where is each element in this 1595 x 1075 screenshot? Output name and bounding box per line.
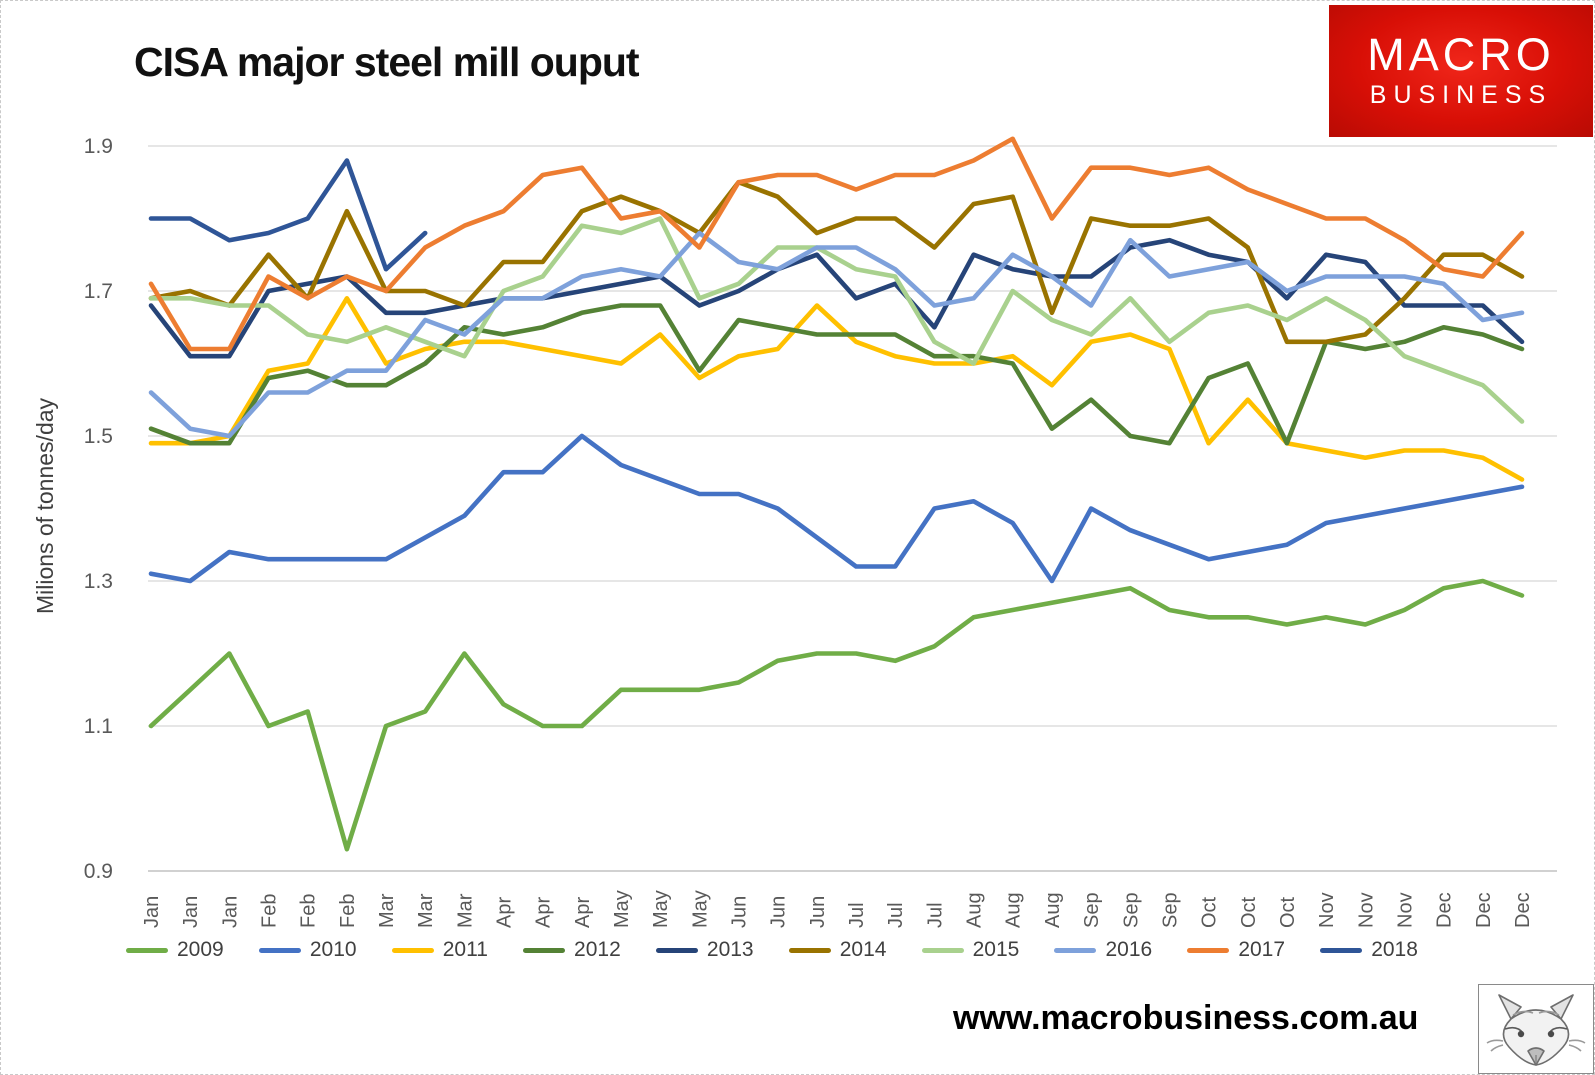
macrobusiness-logo: MACRO BUSINESS [1329, 5, 1593, 137]
fox-logo-box [1478, 984, 1594, 1074]
x-tick-label-18: Jul [846, 902, 868, 928]
x-tick-label-26: Sep [1159, 892, 1181, 928]
x-tick-label-2: Jan [219, 896, 241, 928]
y-tick-label: 1.5 [84, 425, 113, 448]
x-tick-label-6: Mar [376, 893, 398, 928]
y-axis-title: Milions of tonnes/day [32, 397, 58, 614]
series-line-2016 [148, 230, 1525, 439]
x-tick-label-34: Dec [1473, 892, 1495, 928]
x-tick-label-10: Apr [533, 897, 555, 928]
legend-label-2016: 2016 [1105, 938, 1153, 961]
x-tick-label-15: Jun [729, 896, 751, 928]
x-tick-label-9: Apr [494, 897, 516, 928]
x-tick-label-28: Oct [1238, 896, 1260, 928]
logo-line-business: BUSINESS [1369, 81, 1553, 109]
x-tick-label-13: May [650, 890, 672, 928]
x-tick-label-31: Nov [1355, 892, 1377, 928]
x-tick-label-30: Nov [1316, 892, 1338, 928]
legend-label-2018: 2018 [1371, 938, 1418, 961]
legend-item-2009: 2009 [126, 938, 224, 962]
y-tick-label: 0.9 [84, 860, 113, 883]
legend-item-2017: 2017 [1187, 938, 1285, 962]
legend-item-2015: 2015 [921, 938, 1020, 962]
chart-legend: 2009 2010 2011 2012 2013 2014 2015 2016 2017 2018 [126, 934, 1418, 966]
x-tick-label-22: Aug [1003, 892, 1025, 928]
legend-label-2009: 2009 [177, 938, 224, 961]
series-line-2017 [148, 136, 1525, 352]
legend-label-2012: 2012 [574, 938, 621, 961]
legend-item-2011: 2011 [391, 938, 488, 962]
legend-swatch-2013 [655, 947, 698, 953]
x-tick-label-11: Apr [572, 897, 594, 928]
legend-swatch-2015 [921, 947, 964, 953]
x-tick-label-19: Jul [885, 902, 907, 928]
series-line-2010 [148, 433, 1525, 584]
series-line-2018 [148, 158, 428, 272]
legend-swatch-2011 [391, 947, 434, 953]
x-tick-label-20: Jul [924, 902, 946, 928]
legend-swatch-2017 [1187, 947, 1230, 953]
legend-label-2011: 2011 [442, 938, 488, 961]
series-line-2012 [148, 303, 1525, 446]
x-tick-label-1: Jan [180, 896, 202, 928]
x-tick-label-17: Jun [807, 896, 829, 928]
series-line-2014 [148, 179, 1525, 345]
legend-label-2014: 2014 [839, 938, 887, 961]
logo-line-macro: MACRO [1367, 29, 1555, 80]
website-url: www.macrobusiness.com.au [953, 999, 1419, 1037]
legend-swatch-2010 [258, 947, 301, 953]
x-tick-label-23: Aug [1042, 892, 1064, 928]
chart-title: CISA major steel mill ouput [134, 39, 640, 85]
legend-item-2014: 2014 [788, 938, 887, 962]
x-tick-label-35: Dec [1512, 892, 1534, 928]
x-tick-label-21: Aug [964, 892, 986, 928]
legend-label-2015: 2015 [972, 938, 1020, 961]
x-tick-label-8: Mar [454, 893, 476, 928]
x-tick-label-0: Jan [141, 896, 163, 928]
y-tick-label: 1.7 [84, 280, 113, 303]
legend-label-2013: 2013 [706, 938, 754, 961]
x-tick-label-16: Jun [768, 896, 790, 928]
x-tick-label-14: May [689, 890, 711, 928]
legend-swatch-2009 [126, 947, 168, 953]
x-tick-label-32: Nov [1394, 892, 1416, 928]
series-line-2009 [148, 578, 1525, 852]
legend-item-2012: 2012 [523, 938, 621, 962]
x-tick-label-12: May [611, 890, 633, 928]
legend-item-2013: 2013 [655, 938, 754, 962]
x-tick-label-4: Feb [298, 894, 320, 928]
y-tick-label: 1.3 [84, 570, 113, 593]
legend-item-2018: 2018 [1320, 938, 1418, 962]
legend-item-2010: 2010 [258, 938, 357, 962]
x-tick-label-5: Feb [337, 894, 359, 928]
legend-label-2010: 2010 [309, 938, 357, 961]
series-line-2011 [148, 295, 1525, 482]
y-tick-label: 1.9 [84, 135, 113, 158]
series-line-2015 [148, 216, 1525, 424]
x-tick-label-7: Mar [415, 893, 437, 928]
legend-swatch-2014 [788, 947, 831, 953]
x-tick-label-33: Dec [1434, 892, 1456, 928]
x-tick-label-29: Oct [1277, 896, 1299, 928]
legend-label-2017: 2017 [1238, 938, 1286, 961]
x-tick-label-27: Oct [1199, 896, 1221, 928]
legend-item-2016: 2016 [1054, 938, 1152, 962]
fox-icon [1486, 994, 1586, 1066]
x-tick-label-3: Feb [259, 894, 281, 928]
legend-swatch-2018 [1320, 947, 1363, 953]
legend-swatch-2016 [1054, 947, 1097, 953]
x-tick-label-24: Sep [1081, 892, 1103, 928]
legend-swatch-2012 [523, 947, 566, 953]
x-tick-label-25: Sep [1120, 892, 1142, 928]
y-tick-label: 1.1 [84, 715, 113, 738]
